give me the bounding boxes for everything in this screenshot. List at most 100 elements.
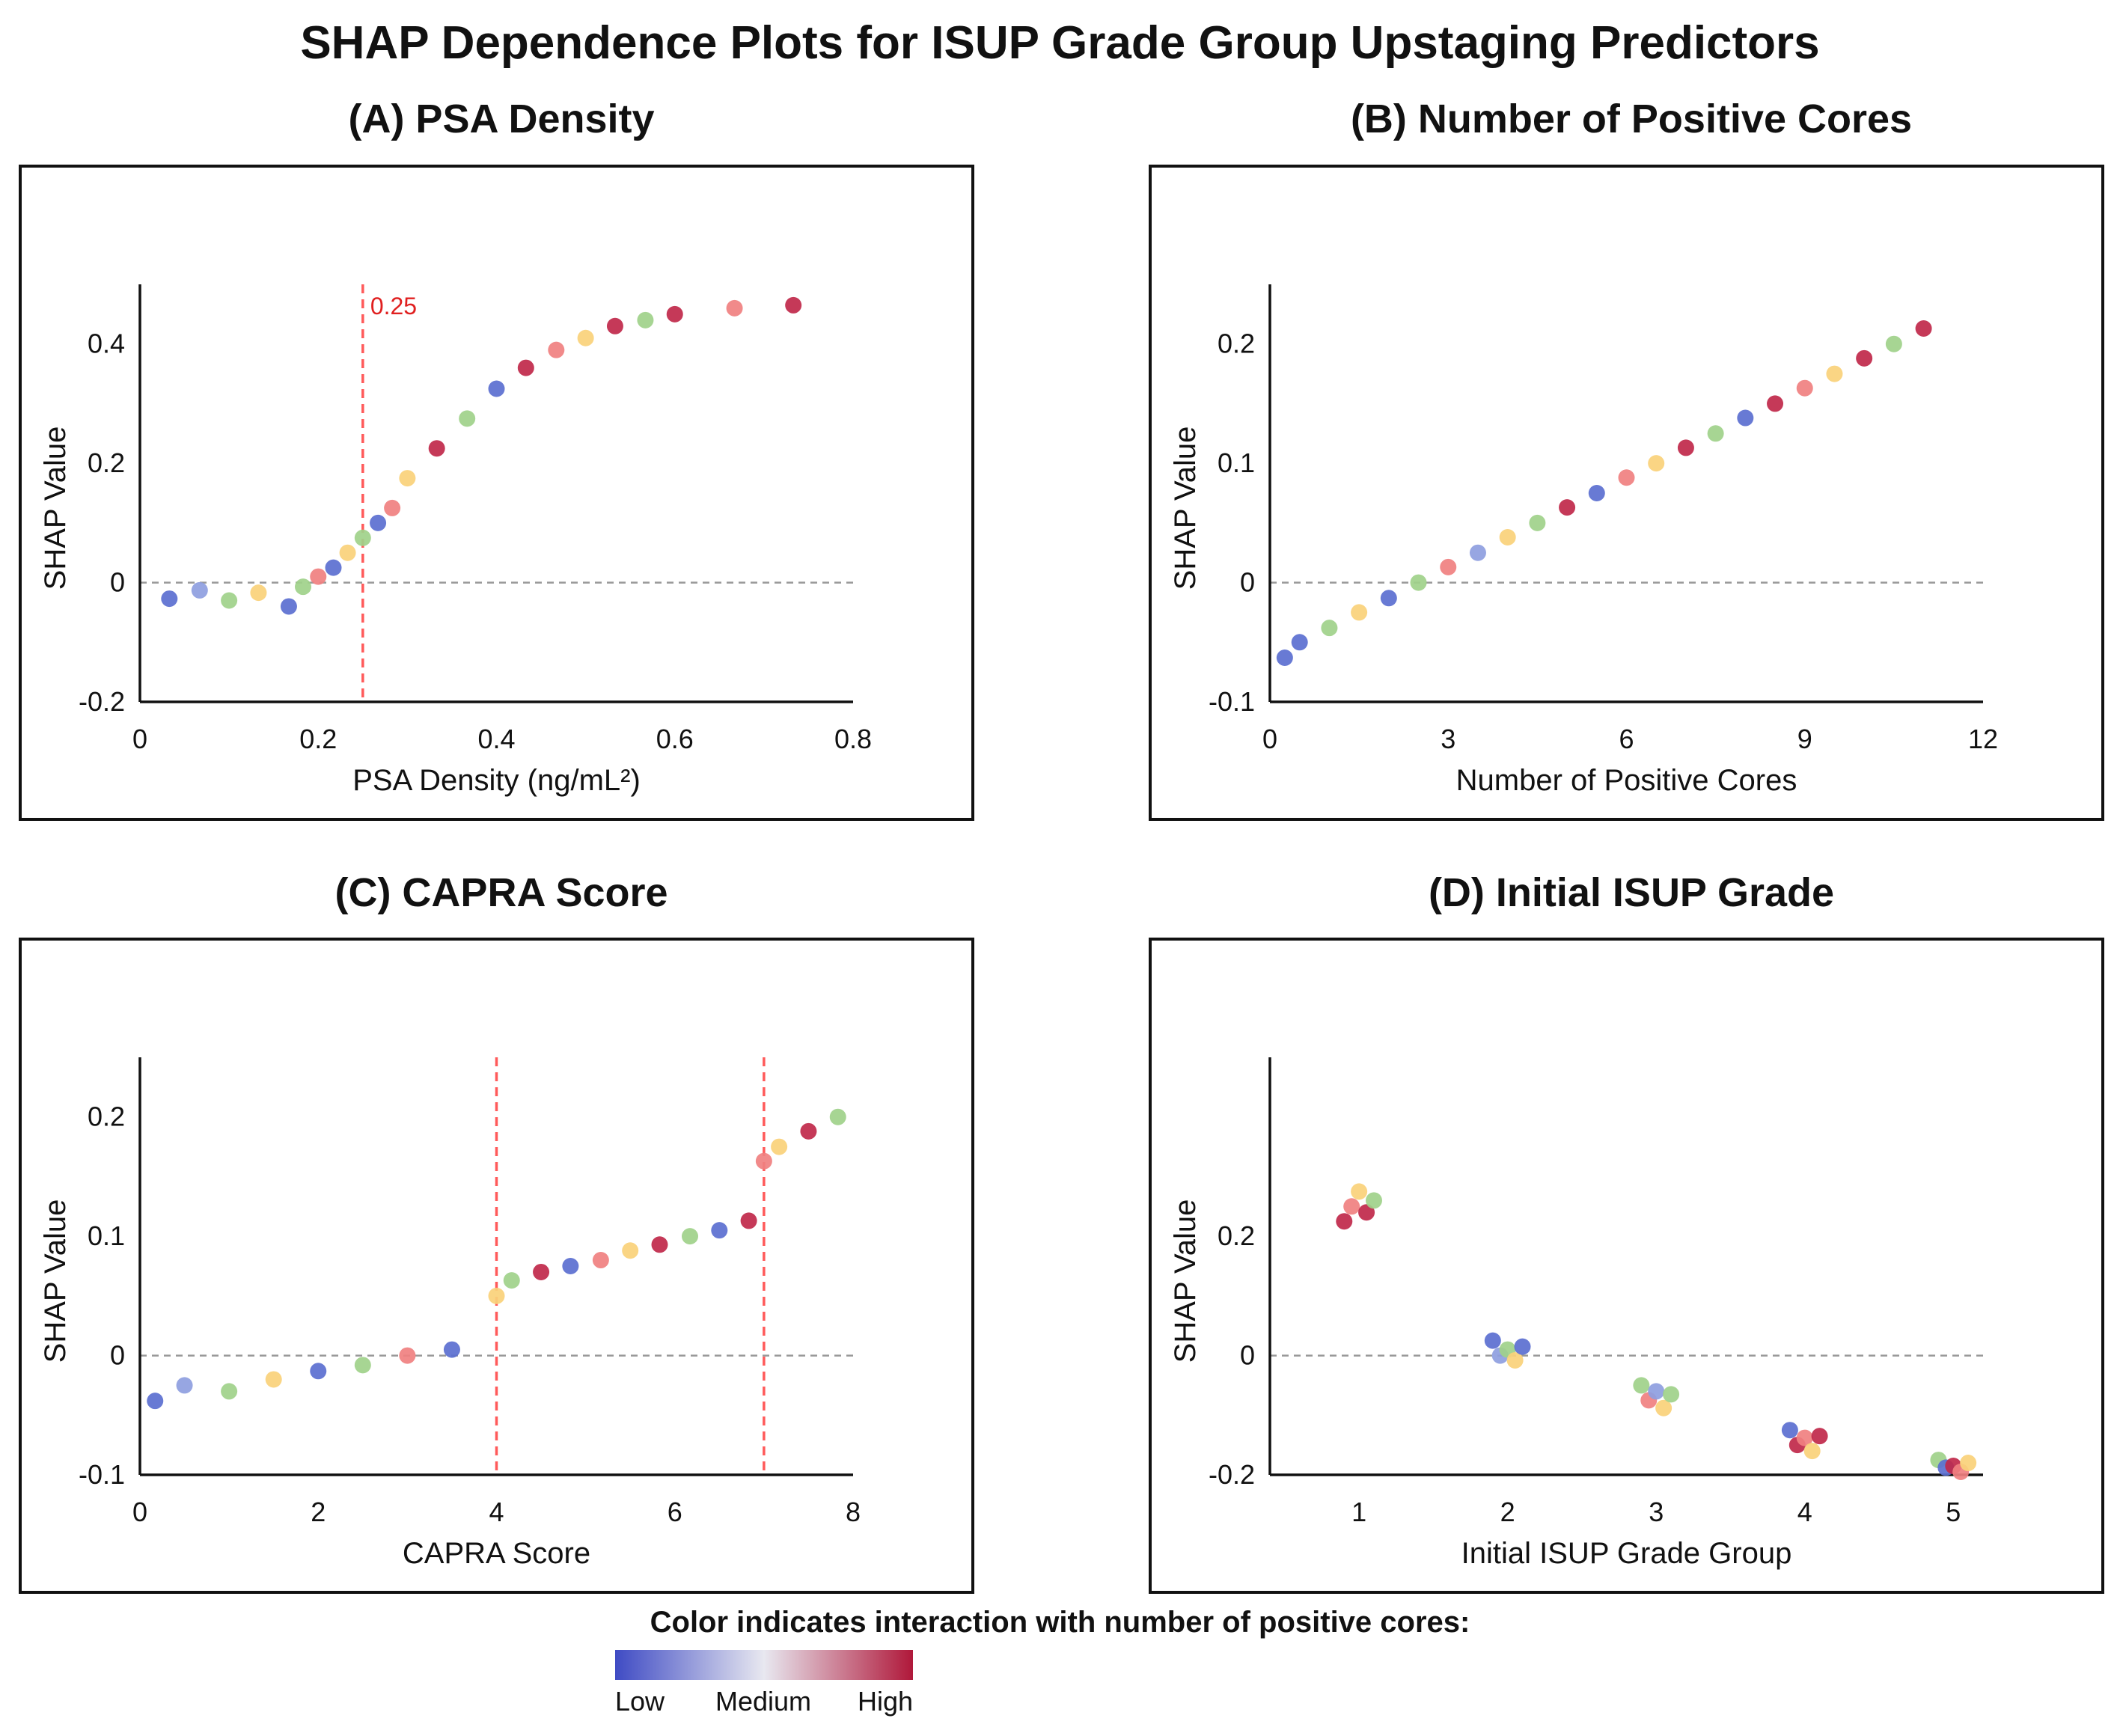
panel-b-data-point [1915,320,1932,337]
panel-c-data-point [622,1242,639,1259]
panel-a-x-tick-label: 0.2 [299,724,337,754]
panel-a-y-tick-label: 0 [110,567,125,598]
panel-a-data-point [577,329,594,346]
panel-b-data-point [1380,590,1397,607]
panel-b-x-axis-label: Number of Positive Cores [1456,764,1797,797]
panel-a-x-tick-label: 0 [132,724,147,754]
panel-c-data-point [533,1263,550,1280]
colorbar-medium-label: Medium [715,1686,812,1717]
panel-d-data-point [1506,1351,1524,1369]
panel-b-data-point [1767,395,1784,412]
panel-b-y-tick-label: 0.2 [1218,328,1255,359]
panel-c-data-point [310,1363,327,1380]
panel-b-y-axis-label: SHAP Value [1169,427,1202,590]
panel-a-data-point [488,380,505,397]
panel-c-data-point [399,1347,416,1364]
panel-a-data-point [666,305,683,323]
panel-c-y-tick-label: 0 [110,1340,125,1371]
panel-c-x-tick-label: 2 [311,1497,326,1527]
panel-a-data-point [726,299,743,317]
panel-b-x-tick-label: 12 [1968,724,1998,754]
panel-c-data-point [651,1236,668,1253]
panel-b-data-point [1856,349,1873,367]
main-title: SHAP Dependence Plots for ISUP Grade Gro… [300,17,1820,69]
panel-d-x-axis-label: Initial ISUP Grade Group [1461,1537,1792,1570]
panel-d-data-point [1803,1443,1821,1460]
panel-c-y-tick-label: 0.1 [88,1220,125,1251]
panel-b-y-tick-label: -0.1 [1209,686,1255,717]
panel-b-x-tick-label: 9 [1797,724,1812,754]
panel-c-data-point [147,1393,164,1410]
panel-b-data-point [1410,574,1427,591]
panel-a-x-tick-label: 0.4 [477,724,515,754]
panel-b-data-point [1529,514,1546,531]
panel-c-x-tick-label: 4 [489,1497,504,1527]
panel-a-data-point [548,341,565,358]
panel-d-data-point [1351,1183,1368,1200]
panel-d-data-point [1633,1377,1650,1394]
panel-b-data-point [1440,558,1457,575]
panel-b-x-tick-label: 0 [1262,724,1277,754]
panel-a-data-point [606,317,623,334]
panel-b-data-point [1648,455,1665,472]
panel-b-data-point [1677,439,1694,456]
panel-c-data-point [265,1371,282,1388]
panel-a-x-axis-label: PSA Density (ng/mL²) [352,764,641,797]
panel-d-data-point [1343,1198,1360,1215]
panel-c-data-point [221,1383,238,1400]
panel-c-y-tick-label: -0.1 [79,1459,125,1490]
panel-d-data-point [1960,1455,1977,1472]
panel-b-frame [1149,165,2104,821]
panel-a-title: (A) PSA Density [348,97,655,141]
panel-b-data-point [1469,544,1486,561]
panel-c-frame [19,938,974,1594]
panel-c-title: (C) CAPRA Score [335,870,668,915]
panel-d-y-tick-label: 0 [1240,1340,1255,1371]
panel-b-y-tick-label: 0 [1240,567,1255,598]
colorbar [615,1650,913,1680]
panel-b-title: (B) Number of Positive Cores [1350,97,1913,141]
panel-c-data-point [503,1272,520,1289]
panel-d-data-point [1796,1429,1813,1446]
panel-d-data-point [1336,1213,1353,1230]
panel-d-data-point [1365,1192,1382,1209]
panel-a-data-point [325,559,342,576]
panel-d-data-point [1655,1399,1673,1416]
panel-b-data-point [1796,379,1813,397]
panel-c-data-point [682,1228,699,1245]
panel-a-data-point [250,584,267,602]
panel-d-title: (D) Initial ISUP Grade [1428,870,1835,915]
panel-b-data-point [1559,499,1576,516]
panel-a-y-tick-label: -0.2 [79,686,125,717]
panel-c-data-point [592,1252,609,1269]
panel-a-data-point [399,470,416,487]
panel-a-data-point [161,590,178,608]
panel-a-y-tick-label: 0.2 [88,447,125,478]
panel-b-data-point [1499,528,1516,545]
panel-d-y-tick-label: 0.2 [1218,1220,1255,1251]
panel-a-data-point [517,359,534,376]
panel-c-data-point [829,1108,846,1125]
colorbar-high-label: High [858,1686,914,1717]
panel-b-data-point [1618,469,1635,486]
panel-a-data-point [221,592,238,609]
panel-d-x-tick-label: 4 [1797,1497,1812,1527]
panel-a-data-point [339,544,356,561]
panel-b-data-point [1737,409,1754,427]
panel-d-x-tick-label: 1 [1351,1497,1366,1527]
panel-c-x-tick-label: 6 [668,1497,682,1527]
panel-c-data-point [740,1212,757,1229]
panel-c-x-axis-label: CAPRA Score [403,1537,590,1570]
panel-a-data-point [310,568,327,585]
panel-b-data-point [1588,485,1605,501]
panel-b-y-tick-label: 0.1 [1218,447,1255,478]
panel-a-data-point [294,578,311,596]
panel-c-data-point [562,1258,579,1274]
panel-a-x-tick-label: 0.6 [656,724,694,754]
panel-b-data-point [1351,604,1368,621]
panel-c-data-point [755,1152,772,1170]
panel-c-data-point [176,1377,193,1394]
panel-d-data-point [1514,1338,1531,1355]
panel-c-data-point [443,1341,460,1358]
